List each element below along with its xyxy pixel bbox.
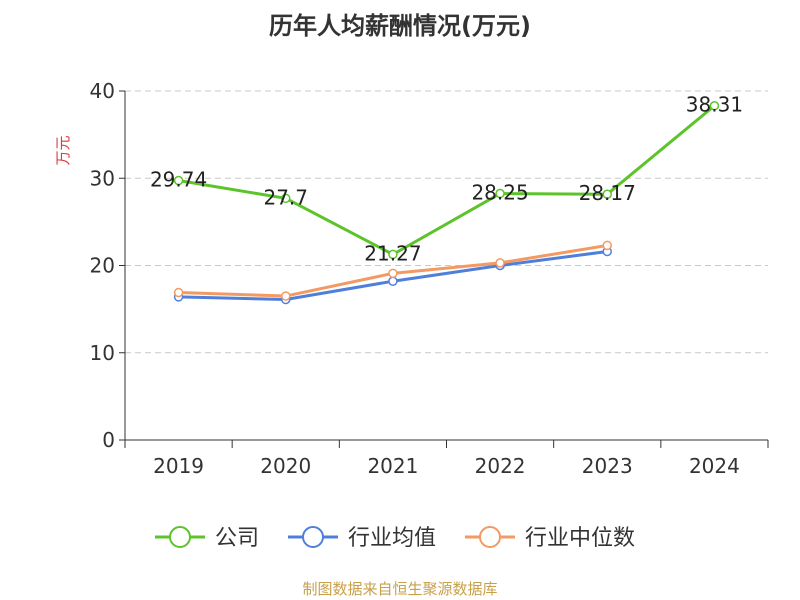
y-tick-label: 20: [90, 254, 115, 278]
data-point: [602, 240, 612, 251]
x-tick-label: 2022: [475, 454, 526, 478]
y-axis-label: 万元: [54, 135, 72, 165]
data-point: [281, 193, 291, 204]
x-tick-label: 2023: [582, 454, 633, 478]
y-tick-label: 10: [90, 341, 115, 365]
legend-label: 行业均值: [348, 526, 436, 551]
legend-label: 行业中位数: [525, 526, 635, 551]
data-point: [388, 268, 398, 279]
data-point: [173, 175, 184, 186]
x-tick-label: 2020: [260, 454, 311, 478]
data-point: [388, 276, 398, 286]
data-label: 29.74: [150, 168, 207, 192]
x-tick-label: 2021: [367, 454, 418, 478]
grid-lines: [125, 90, 768, 354]
data-label: 27.7: [263, 185, 308, 209]
data-label: 28.25: [471, 181, 528, 205]
chart-title: 历年人均薪酬情况(万元): [269, 12, 531, 40]
series-lines: [173, 100, 720, 305]
data-point: [602, 189, 612, 199]
legend: 公司 行业均值 行业中位数: [155, 526, 635, 551]
data-label: 21.27: [364, 241, 421, 265]
data-point: [173, 287, 184, 298]
data-point: [495, 188, 505, 199]
data-point: [281, 291, 291, 301]
legend-label: 公司: [215, 526, 259, 551]
legend-marker: [302, 526, 324, 548]
data-label: 38.31: [686, 93, 743, 117]
data-point: [495, 258, 505, 268]
x-tick-label: 2024: [689, 454, 740, 478]
legend-marker: [169, 526, 191, 548]
data-source-note: 制图数据来自恒生聚源数据库: [302, 580, 498, 598]
y-tick-label: 30: [90, 166, 115, 190]
data-point: [388, 249, 398, 260]
y-tick-label: 40: [90, 79, 115, 103]
x-tick-label: 2019: [153, 454, 204, 478]
axes: 0 10 20 30 40 万元 2019 2020 2021 2022 2023 2024: [54, 79, 769, 478]
series-line-0: [178, 104, 716, 256]
data-point: [709, 100, 720, 111]
y-tick-label: 0: [102, 428, 115, 452]
legend-marker: [479, 526, 501, 548]
data-labels: 29.74 27.7 21.27 28.25 28.17 38.31: [150, 93, 743, 266]
data-label: 28.17: [579, 181, 636, 205]
